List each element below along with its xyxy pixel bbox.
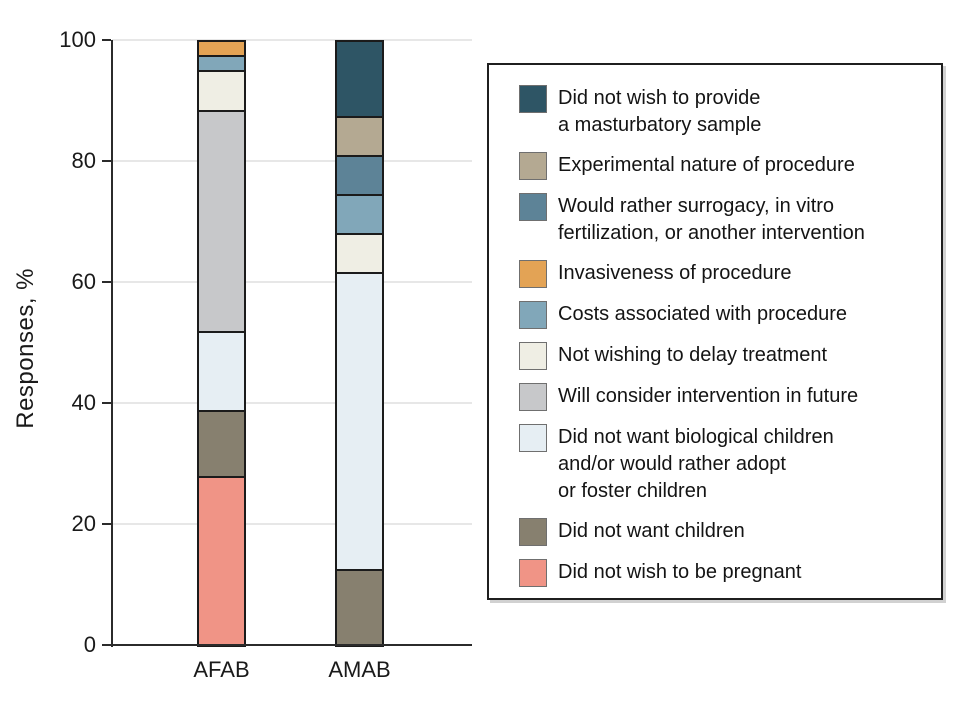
legend-label: Invasiveness of procedure <box>558 262 792 284</box>
bar-segment <box>199 475 244 645</box>
legend-item: Did not wish to be pregnant <box>519 559 927 587</box>
legend-swatch-icon <box>519 342 547 370</box>
bar-segment <box>337 42 382 116</box>
bar-segment <box>199 330 244 410</box>
legend-item: Would rather surrogacy, in vitro fertiliz… <box>519 193 927 247</box>
gridline-40 <box>112 402 472 404</box>
legend-item: Did not want children <box>519 518 927 546</box>
legend-swatch-icon <box>519 193 547 221</box>
legend-item: Not wishing to delay treatment <box>519 342 927 370</box>
legend-swatch-icon <box>519 424 547 452</box>
y-tick-20 <box>102 523 111 525</box>
legend-swatch-icon <box>519 559 547 587</box>
legend-label: Did not want biological children and/or w… <box>558 426 834 502</box>
bar-segment <box>199 409 244 476</box>
bar-segment <box>199 110 244 331</box>
legend-box: Did not wish to provide a masturbatory sa… <box>487 63 943 600</box>
legend-item: Did not want biological children and/or w… <box>519 424 927 505</box>
y-tick-label-0: 0 <box>83 632 96 657</box>
legend-label: Did not want children <box>558 520 745 542</box>
bar-segment <box>337 569 382 645</box>
legend-swatch-icon <box>519 85 547 113</box>
legend-label: Would rather surrogacy, in vitro fertiliz… <box>558 195 865 244</box>
y-tick-label-80: 80 <box>71 148 96 173</box>
bar-afab <box>197 40 246 647</box>
legend-swatch-icon <box>519 383 547 411</box>
bar-segment <box>337 193 382 233</box>
category-label-afab: AFAB <box>193 657 250 682</box>
legend-item: Invasiveness of procedure <box>519 260 927 288</box>
y-tick-label-100: 100 <box>59 27 96 52</box>
bar-segment <box>337 154 382 194</box>
legend-label: Did not wish to provide a masturbatory sa… <box>558 87 762 136</box>
bar-segment <box>337 271 382 570</box>
legend-swatch-icon <box>519 301 547 329</box>
y-axis-line <box>111 40 113 647</box>
legend-label: Costs associated with procedure <box>558 303 848 325</box>
bar-segment <box>337 232 382 272</box>
y-tick-0 <box>102 644 111 646</box>
y-tick-label-60: 60 <box>71 269 96 294</box>
gridline-20 <box>112 523 472 525</box>
y-tick-label-20: 20 <box>71 511 96 536</box>
legend-item: Experimental nature of procedure <box>519 152 927 180</box>
y-tick-40 <box>102 402 111 404</box>
y-tick-80 <box>102 160 111 162</box>
bar-segment <box>199 42 244 55</box>
bar-amab <box>335 40 384 647</box>
y-tick-60 <box>102 281 111 283</box>
category-label-amab: AMAB <box>328 657 391 682</box>
legend-item: Will consider intervention in future <box>519 383 927 411</box>
legend-label: Experimental nature of procedure <box>558 154 855 176</box>
legend-item: Did not wish to provide a masturbatory sa… <box>519 85 927 139</box>
gridline-80 <box>112 160 472 162</box>
legend-item: Costs associated with procedure <box>519 301 927 329</box>
legend-swatch-icon <box>519 152 547 180</box>
legend-label: Will consider intervention in future <box>558 385 859 407</box>
y-tick-100 <box>102 39 111 41</box>
y-tick-label-40: 40 <box>71 390 96 415</box>
bar-segment <box>337 115 382 155</box>
bar-segment <box>199 69 244 111</box>
legend-label: Did not wish to be pregnant <box>558 561 802 583</box>
x-axis-line <box>103 644 472 646</box>
gridline-100 <box>112 39 472 41</box>
legend-label: Not wishing to delay treatment <box>558 344 828 366</box>
legend-swatch-icon <box>519 260 547 288</box>
gridline-60 <box>112 281 472 283</box>
bar-segment <box>199 54 244 70</box>
legend-swatch-icon <box>519 518 547 546</box>
